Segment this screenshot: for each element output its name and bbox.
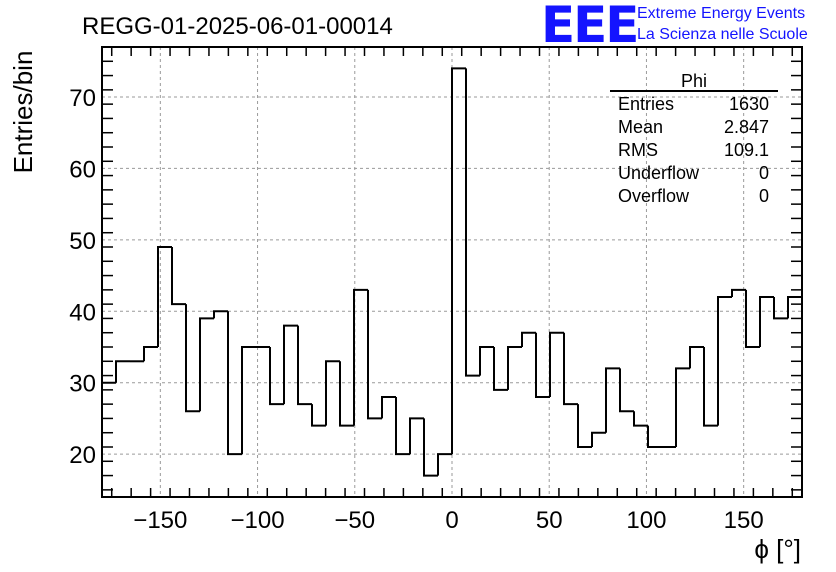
histogram-bin bbox=[367, 289, 382, 420]
x-tick-label: −100 bbox=[231, 507, 285, 534]
x-tick-label: 100 bbox=[626, 507, 666, 534]
histogram-bin bbox=[619, 368, 634, 413]
histogram-bin bbox=[745, 289, 760, 348]
histogram-bin bbox=[535, 332, 550, 398]
y-tick-label: 40 bbox=[69, 299, 96, 326]
histogram-bin bbox=[717, 296, 732, 426]
histogram-bin bbox=[395, 397, 410, 456]
histogram-bin bbox=[311, 404, 326, 427]
histogram-bin bbox=[185, 304, 200, 413]
histogram-bin bbox=[325, 360, 340, 426]
stats-row-value: 0 bbox=[759, 163, 769, 183]
histogram-bin bbox=[549, 331, 564, 397]
x-tick-label: −150 bbox=[133, 507, 187, 534]
histogram-bin bbox=[171, 247, 186, 306]
histogram-bin bbox=[115, 360, 130, 383]
histogram-bin bbox=[269, 347, 284, 406]
histogram-bin bbox=[101, 381, 116, 497]
stats-row-label: Overflow bbox=[618, 186, 690, 206]
stats-row-label: Entries bbox=[618, 94, 674, 114]
stats-row-value: 2.847 bbox=[724, 117, 769, 137]
histogram-bin bbox=[759, 296, 774, 347]
stats-row-value: 0 bbox=[759, 186, 769, 206]
stats-row-label: RMS bbox=[618, 140, 658, 160]
y-tick-label: 60 bbox=[69, 156, 96, 183]
histogram-bin bbox=[731, 288, 746, 297]
x-tick-label: 0 bbox=[445, 507, 458, 534]
histogram-bin bbox=[227, 311, 242, 456]
y-tick-label: 70 bbox=[69, 85, 96, 112]
histogram-bin bbox=[563, 332, 578, 406]
eee-logo-mark: EEE bbox=[541, 0, 637, 54]
stats-row-value: 109.1 bbox=[724, 140, 769, 160]
histogram-bin bbox=[199, 317, 214, 412]
eee-logo-line2: La Scienza nelle Scuole bbox=[637, 26, 808, 43]
stats-row-label: Mean bbox=[618, 117, 663, 137]
eee-logo-line1: Extreme Energy Events bbox=[637, 5, 805, 22]
histogram-bin bbox=[465, 68, 480, 377]
y-tick-label: 20 bbox=[69, 442, 96, 469]
stats-box: Phi Entries 1630 Mean 2.847 RMS 109.1 Underflo… bbox=[610, 71, 778, 206]
histogram-bin bbox=[283, 324, 298, 405]
y-tick-label: 50 bbox=[69, 228, 96, 255]
axis-ticks bbox=[102, 46, 802, 497]
histogram-bin bbox=[297, 325, 312, 406]
histogram-bin bbox=[479, 346, 494, 376]
histogram-bin bbox=[157, 246, 172, 347]
tick-labels: −150 −100 −50 0 50 100 150 20 30 40 50 60 70 bbox=[69, 85, 763, 534]
histogram-bin bbox=[647, 425, 662, 448]
chart-title: REGG-01-2025-06-01-00014 bbox=[82, 13, 393, 40]
histogram-bin bbox=[577, 404, 592, 448]
stats-row-value: 1630 bbox=[729, 94, 769, 114]
plot-frame bbox=[101, 46, 803, 498]
x-tick-label: 50 bbox=[536, 507, 563, 534]
histogram-bin bbox=[437, 453, 452, 476]
histogram-bin bbox=[675, 367, 690, 447]
histogram-bin bbox=[633, 411, 648, 427]
stats-row-label: Underflow bbox=[618, 163, 700, 183]
histogram-bin bbox=[409, 417, 424, 455]
histogram-bin bbox=[143, 346, 158, 362]
histogram-bin bbox=[703, 347, 718, 427]
histogram-bin bbox=[339, 361, 354, 427]
histogram-bin bbox=[353, 288, 368, 426]
histogram-bin bbox=[493, 347, 508, 391]
histogram-bin bbox=[591, 431, 606, 447]
histogram-bin bbox=[605, 367, 620, 433]
stats-rows: Entries 1630 Mean 2.847 RMS 109.1 Underflow 0 Ov… bbox=[618, 94, 769, 206]
y-tick-label: 30 bbox=[69, 371, 96, 398]
histogram-bin bbox=[381, 396, 396, 419]
histogram-bin bbox=[423, 418, 438, 477]
histogram-bin bbox=[451, 67, 466, 455]
stats-name: Phi bbox=[681, 71, 707, 91]
histogram-bin bbox=[213, 310, 228, 319]
y-axis-label: Entries/bin bbox=[8, 51, 38, 174]
x-tick-label: −50 bbox=[334, 507, 375, 534]
histogram-bin bbox=[787, 296, 803, 497]
histogram-bin bbox=[241, 346, 256, 455]
histogram-bin bbox=[773, 297, 788, 320]
histogram-bin bbox=[521, 331, 536, 347]
x-tick-label: 150 bbox=[724, 507, 764, 534]
x-axis-label: ϕ [°] bbox=[754, 534, 801, 564]
histogram bbox=[101, 67, 803, 497]
eee-logo: EEE Extreme Energy Events La Scienza nel… bbox=[541, 0, 808, 54]
histogram-bin bbox=[507, 346, 522, 390]
histogram-bin bbox=[689, 346, 704, 369]
